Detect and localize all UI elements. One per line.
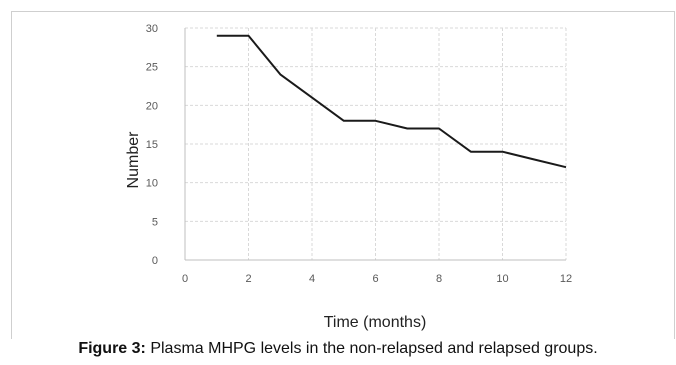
x-axis-title: Time (months) xyxy=(324,314,427,331)
y-tick-label: 25 xyxy=(146,62,158,74)
y-axis-ticks: 0 5 10 15 20 25 30 xyxy=(146,23,158,267)
y-tick-label: 30 xyxy=(146,23,158,35)
y-tick-label: 20 xyxy=(146,100,158,112)
x-tick-label: 6 xyxy=(372,273,378,285)
x-tick-label: 10 xyxy=(496,273,508,285)
x-tick-label: 4 xyxy=(309,273,315,285)
caption-text: Plasma MHPG levels in the non-relapsed a… xyxy=(145,340,598,357)
line-chart: 0 5 10 15 20 25 30 0 2 4 6 8 10 12 Number Time (mont… xyxy=(125,23,572,331)
y-axis-title: Number xyxy=(125,131,142,189)
y-tick-label: 15 xyxy=(146,139,158,151)
series-line xyxy=(216,34,567,169)
x-tick-label: 0 xyxy=(182,273,188,285)
figure-frame xyxy=(11,11,675,339)
x-tick-label: 2 xyxy=(245,273,251,285)
grid-lines xyxy=(184,27,567,261)
figure-caption: Figure 3: Plasma MHPG levels in the non-… xyxy=(0,340,676,358)
series-layer xyxy=(216,34,567,169)
x-axis-ticks: 0 2 4 6 8 10 12 xyxy=(182,273,572,285)
caption-label: Figure 3: xyxy=(78,340,146,357)
x-tick-label: 12 xyxy=(560,273,572,285)
x-tick-label: 8 xyxy=(436,273,442,285)
y-tick-label: 0 xyxy=(152,255,158,267)
y-tick-label: 5 xyxy=(152,216,158,228)
y-tick-label: 10 xyxy=(146,178,158,190)
